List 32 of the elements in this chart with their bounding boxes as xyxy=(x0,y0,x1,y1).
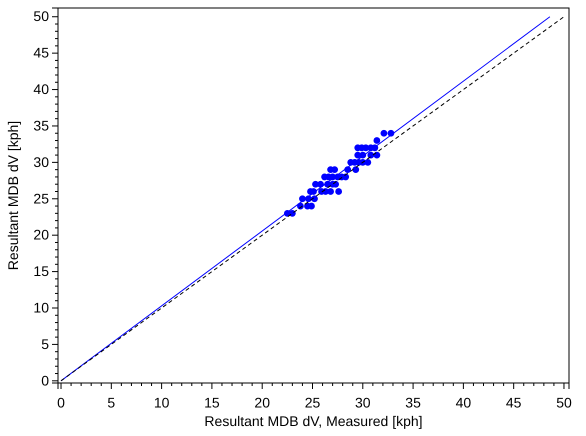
point xyxy=(373,137,380,144)
y-tick-label: 10 xyxy=(33,299,50,316)
x-tick-label: 15 xyxy=(204,394,220,410)
x-tick-label: 5 xyxy=(107,394,116,410)
x-axis-title: Resultant MDB dV, Measured [kph] xyxy=(204,413,423,429)
point xyxy=(327,188,334,195)
point xyxy=(308,202,315,210)
x-tick-label: 20 xyxy=(254,394,270,410)
x-tick-label: 25 xyxy=(304,394,320,410)
y-tick-label: 15 xyxy=(33,263,50,280)
point xyxy=(380,130,388,137)
x-tick-label: 35 xyxy=(405,394,422,410)
point xyxy=(335,188,342,195)
y-axis-title: Resultant MDB dV [kph] xyxy=(5,120,21,270)
y-tick-label: 50 xyxy=(33,8,50,24)
x-tick-label: 0 xyxy=(57,394,66,410)
y-tick-label: 0 xyxy=(41,372,50,388)
x-tick-label: 10 xyxy=(154,394,170,410)
point xyxy=(352,166,360,174)
x-tick-label: 50 xyxy=(556,394,572,410)
y-tick-label: 20 xyxy=(33,226,50,243)
y-tick-label: 5 xyxy=(41,336,50,352)
x-tick-label: 40 xyxy=(456,394,472,410)
y-tick-label: 35 xyxy=(33,117,50,134)
x-tick-label: 45 xyxy=(506,394,522,410)
y-tick-label: 30 xyxy=(33,154,50,170)
y-tick-label: 45 xyxy=(33,44,50,61)
y-tick-label: 25 xyxy=(33,190,50,206)
point xyxy=(373,152,380,158)
x-tick-label: 30 xyxy=(355,394,371,410)
y-tick-label: 40 xyxy=(33,81,50,98)
point xyxy=(364,158,372,166)
